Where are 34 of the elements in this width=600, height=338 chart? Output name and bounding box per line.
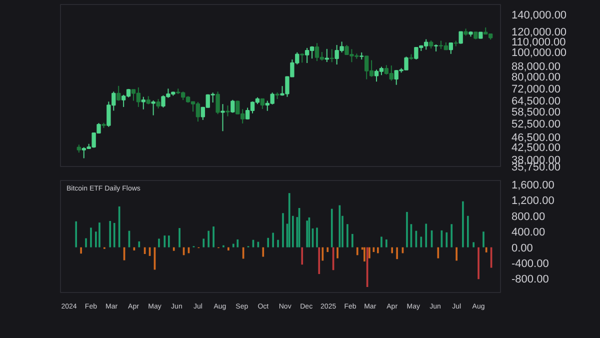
candlestick	[151, 100, 156, 116]
y-tick-label: 140,000.00	[512, 9, 567, 22]
y-tick-label: 58,500.00	[512, 106, 560, 119]
y-tick-label: 72,000.00	[512, 83, 560, 96]
candlestick	[448, 42, 453, 54]
candlestick	[300, 52, 304, 64]
candlestick	[230, 99, 235, 114]
y-tick-label: 120,000.00	[512, 26, 567, 39]
candlestick	[458, 31, 463, 44]
y-tick-label: 64,500.00	[512, 96, 560, 108]
candlestick	[116, 85, 121, 102]
y-tick-label: 46,500.00	[512, 132, 560, 144]
candlestick	[324, 48, 330, 63]
y-tick-label: 52,500.00	[512, 118, 560, 131]
y-tick-label: 800.00	[512, 210, 546, 223]
y-tick-label: 80,000.00	[512, 72, 560, 84]
y-tick-label: -800.00	[512, 274, 549, 286]
y-tick-label: 88,000.00	[512, 61, 560, 74]
y-tick-label: -400.00	[512, 258, 549, 270]
y-tick-label: 1,200.00	[512, 195, 554, 208]
candlestick	[141, 96, 146, 110]
y-tick-label: 400.00	[512, 226, 546, 239]
candlestick	[156, 98, 160, 109]
y-tick-label: 0.00	[512, 242, 533, 254]
y-tick-label: 35,750.00	[512, 162, 560, 174]
candlestick	[216, 91, 220, 115]
candlestick	[330, 48, 334, 63]
y-tick-label: 100,000.00	[512, 46, 567, 59]
candlestick	[226, 105, 230, 117]
y-tick-label: 110,000.00	[512, 36, 566, 48]
y-tick-label: 42,500.00	[512, 142, 560, 154]
y-tick-label: 1,600.00	[512, 179, 554, 192]
candlestick	[260, 98, 265, 110]
candlestick	[220, 104, 225, 132]
